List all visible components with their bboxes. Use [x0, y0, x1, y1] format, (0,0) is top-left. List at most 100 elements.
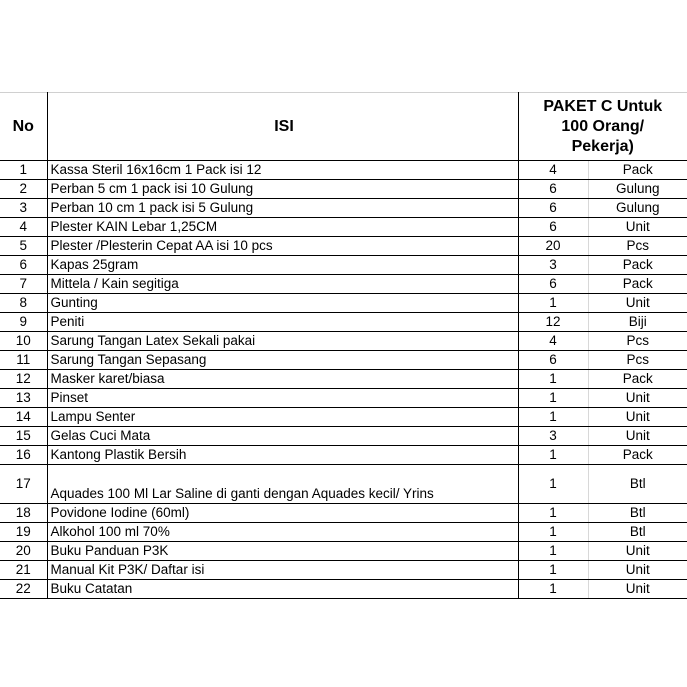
cell-qty: 1: [518, 388, 589, 408]
cell-isi: Povidone Iodine (60ml): [47, 503, 519, 523]
cell-no: 4: [0, 217, 48, 237]
table-row: 12 Masker karet/biasa 1 Pack: [0, 369, 687, 389]
table-row: 21 Manual Kit P3K/ Daftar isi 1 Unit: [0, 560, 687, 580]
header-no: No: [0, 92, 48, 161]
cell-unit: Gulung: [588, 198, 687, 218]
header-paket: PAKET C Untuk 100 Orang/ Pekerja): [518, 92, 687, 161]
cell-isi: Alkohol 100 ml 70%: [47, 522, 519, 542]
cell-isi: Perban 5 cm 1 pack isi 10 Gulung: [47, 179, 519, 199]
first-aid-kit-table: No ISI PAKET C Untuk 100 Orang/ Pekerja)…: [0, 92, 687, 599]
cell-qty: 1: [518, 579, 589, 599]
cell-qty: 1: [518, 445, 589, 465]
cell-unit: Unit: [588, 407, 687, 427]
cell-isi: Gunting: [47, 293, 519, 313]
table-row: 13 Pinset 1 Unit: [0, 388, 687, 408]
cell-isi: Perban 10 cm 1 pack isi 5 Gulung: [47, 198, 519, 218]
cell-unit: Btl: [588, 503, 687, 523]
cell-unit: Btl: [588, 522, 687, 542]
cell-no: 7: [0, 274, 48, 294]
cell-unit: Gulung: [588, 179, 687, 199]
cell-unit: Pack: [588, 160, 687, 180]
cell-isi: Peniti: [47, 312, 519, 332]
cell-qty: 1: [518, 293, 589, 313]
cell-unit: Unit: [588, 217, 687, 237]
cell-qty: 6: [518, 179, 589, 199]
cell-unit: Pcs: [588, 236, 687, 256]
cell-no: 16: [0, 445, 48, 465]
cell-qty: 6: [518, 350, 589, 370]
table-row: 3 Perban 10 cm 1 pack isi 5 Gulung 6 Gulung: [0, 198, 687, 218]
cell-isi: Gelas Cuci Mata: [47, 426, 519, 446]
cell-unit: Pack: [588, 445, 687, 465]
cell-no: 19: [0, 522, 48, 542]
cell-qty: 3: [518, 255, 589, 275]
cell-qty: 1: [518, 407, 589, 427]
header-paket-line2: 100 Orang/: [561, 117, 645, 135]
cell-qty: 1: [518, 503, 589, 523]
cell-unit: Pack: [588, 369, 687, 389]
header-paket-line3: Pekerja): [571, 137, 634, 155]
cell-qty: 4: [518, 160, 589, 180]
table-row: 6 Kapas 25gram 3 Pack: [0, 255, 687, 275]
cell-no: 22: [0, 579, 48, 599]
cell-no: 21: [0, 560, 48, 580]
cell-isi: Kantong Plastik Bersih: [47, 445, 519, 465]
cell-no: 1: [0, 160, 48, 180]
table-row: 18 Povidone Iodine (60ml) 1 Btl: [0, 503, 687, 523]
cell-unit: Unit: [588, 388, 687, 408]
table-row: 20 Buku Panduan P3K 1 Unit: [0, 541, 687, 561]
cell-no: 11: [0, 350, 48, 370]
cell-no: 18: [0, 503, 48, 523]
table-row: 15 Gelas Cuci Mata 3 Unit: [0, 426, 687, 446]
header-isi: ISI: [47, 92, 519, 161]
cell-unit: Unit: [588, 560, 687, 580]
cell-unit: Unit: [588, 579, 687, 599]
cell-unit: Unit: [588, 293, 687, 313]
cell-isi: Kapas 25gram: [47, 255, 519, 275]
header-row: No ISI PAKET C Untuk 100 Orang/ Pekerja): [0, 92, 687, 161]
cell-no: 10: [0, 331, 48, 351]
cell-isi: Pinset: [47, 388, 519, 408]
table-row: 5 Plester /Plesterin Cepat AA isi 10 pcs 2…: [0, 236, 687, 256]
table-row: 7 Mittela / Kain segitiga 6 Pack: [0, 274, 687, 294]
table-row: 17 Aquades 100 Ml Lar Saline di ganti den…: [0, 464, 687, 504]
cell-qty: 1: [518, 522, 589, 542]
cell-unit: Btl: [588, 464, 687, 504]
cell-isi: Buku Catatan: [47, 579, 519, 599]
cell-qty: 3: [518, 426, 589, 446]
cell-qty: 1: [518, 464, 589, 504]
cell-unit: Biji: [588, 312, 687, 332]
cell-qty: 1: [518, 369, 589, 389]
cell-isi: Sarung Tangan Sepasang: [47, 350, 519, 370]
cell-no: 13: [0, 388, 48, 408]
cell-unit: Pack: [588, 274, 687, 294]
cell-no: 5: [0, 236, 48, 256]
cell-isi: Manual Kit P3K/ Daftar isi: [47, 560, 519, 580]
table-row: 11 Sarung Tangan Sepasang 6 Pcs: [0, 350, 687, 370]
cell-unit: Pcs: [588, 331, 687, 351]
table-row: 2 Perban 5 cm 1 pack isi 10 Gulung 6 Gulung: [0, 179, 687, 199]
cell-qty: 6: [518, 274, 589, 294]
table-row: 22 Buku Catatan 1 Unit: [0, 579, 687, 599]
table-row: 9 Peniti 12 Biji: [0, 312, 687, 332]
cell-isi: Lampu Senter: [47, 407, 519, 427]
cell-qty: 1: [518, 541, 589, 561]
cell-qty: 6: [518, 217, 589, 237]
table-row: 8 Gunting 1 Unit: [0, 293, 687, 313]
cell-no: 3: [0, 198, 48, 218]
header-paket-line1: PAKET C Untuk: [543, 97, 663, 115]
table-row: 14 Lampu Senter 1 Unit: [0, 407, 687, 427]
cell-no: 12: [0, 369, 48, 389]
cell-qty: 12: [518, 312, 589, 332]
cell-no: 17: [0, 464, 48, 504]
cell-unit: Unit: [588, 426, 687, 446]
cell-isi: Masker karet/biasa: [47, 369, 519, 389]
cell-no: 20: [0, 541, 48, 561]
table-row: 10 Sarung Tangan Latex Sekali pakai 4 Pcs: [0, 331, 687, 351]
table-row: 1 Kassa Steril 16x16cm 1 Pack isi 12 4 Pack: [0, 160, 687, 180]
cell-unit: Pcs: [588, 350, 687, 370]
cell-isi: Sarung Tangan Latex Sekali pakai: [47, 331, 519, 351]
cell-qty: 6: [518, 198, 589, 218]
cell-no: 6: [0, 255, 48, 275]
cell-qty: 1: [518, 560, 589, 580]
